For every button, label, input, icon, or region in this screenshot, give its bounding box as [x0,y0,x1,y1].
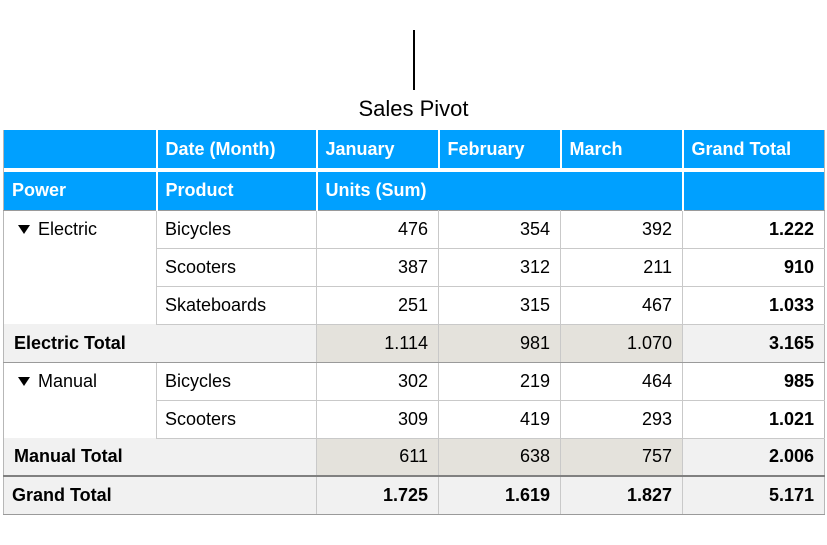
cell-value: 293 [561,400,683,438]
subtotal-row-electric: Electric Total 1.114 981 1.070 3.165 [4,324,825,362]
grand-total-row: Grand Total 1.725 1.619 1.827 5.171 [4,476,825,514]
header-product[interactable]: Product [157,172,317,210]
chevron-down-icon[interactable] [18,225,30,234]
header-power[interactable]: Power [4,172,157,210]
cell-value: 419 [439,400,561,438]
header-january[interactable]: January [317,130,439,168]
cell-row-total: 1.021 [683,400,825,438]
cell-value: 464 [561,362,683,400]
callout-line [413,30,415,90]
group-label: Manual [38,371,97,391]
cell-value: 219 [439,362,561,400]
cell-value: 315 [439,286,561,324]
grand-total-label: Grand Total [4,476,317,514]
cell-product: Scooters [157,400,317,438]
subtotal-total: 2.006 [683,438,825,476]
subtotal-value: 757 [561,438,683,476]
subtotal-label: Electric Total [4,324,317,362]
header-february[interactable]: February [439,130,561,168]
subtotal-row-manual: Manual Total 611 638 757 2.006 [4,438,825,476]
cell-value: 476 [317,210,439,248]
cell-value: 211 [561,248,683,286]
chevron-down-icon[interactable] [18,377,30,386]
header-grand-total[interactable]: Grand Total [683,130,825,168]
group-label: Electric [38,219,97,239]
cell-row-total: 1.222 [683,210,825,248]
subtotal-value: 981 [439,324,561,362]
cell-product: Bicycles [157,210,317,248]
header-row-2: Power Product Units (Sum) [4,172,825,210]
cell-value: 467 [561,286,683,324]
subtotal-value: 1.070 [561,324,683,362]
cell-product: Bicycles [157,362,317,400]
table-title: Sales Pivot [0,90,827,130]
cell-row-total: 985 [683,362,825,400]
subtotal-value: 1.114 [317,324,439,362]
callout-annotation [0,0,827,90]
cell-row-total: 910 [683,248,825,286]
pivot-table: Date (Month) January February March Gran… [3,130,825,515]
cell-product: Skateboards [157,286,317,324]
header-date-month[interactable]: Date (Month) [157,130,317,168]
grand-total-total: 5.171 [683,476,825,514]
group-electric[interactable]: Electric [4,210,157,324]
cell-value: 302 [317,362,439,400]
grand-total-value: 1.619 [439,476,561,514]
cell-row-total: 1.033 [683,286,825,324]
group-manual[interactable]: Manual [4,362,157,438]
header-march[interactable]: March [561,130,683,168]
cell-value: 354 [439,210,561,248]
grand-total-value: 1.827 [561,476,683,514]
cell-value: 251 [317,286,439,324]
subtotal-value: 611 [317,438,439,476]
header-blank [4,130,157,168]
cell-value: 387 [317,248,439,286]
header-units-sum[interactable]: Units (Sum) [317,172,683,210]
table-row: Manual Bicycles 302 219 464 985 [4,362,825,400]
cell-value: 312 [439,248,561,286]
cell-value: 309 [317,400,439,438]
cell-value: 392 [561,210,683,248]
subtotal-value: 638 [439,438,561,476]
grand-total-value: 1.725 [317,476,439,514]
header-row-1: Date (Month) January February March Gran… [4,130,825,168]
subtotal-total: 3.165 [683,324,825,362]
header-blank-2 [683,172,825,210]
table-row: Electric Bicycles 476 354 392 1.222 [4,210,825,248]
subtotal-label: Manual Total [4,438,317,476]
cell-product: Scooters [157,248,317,286]
